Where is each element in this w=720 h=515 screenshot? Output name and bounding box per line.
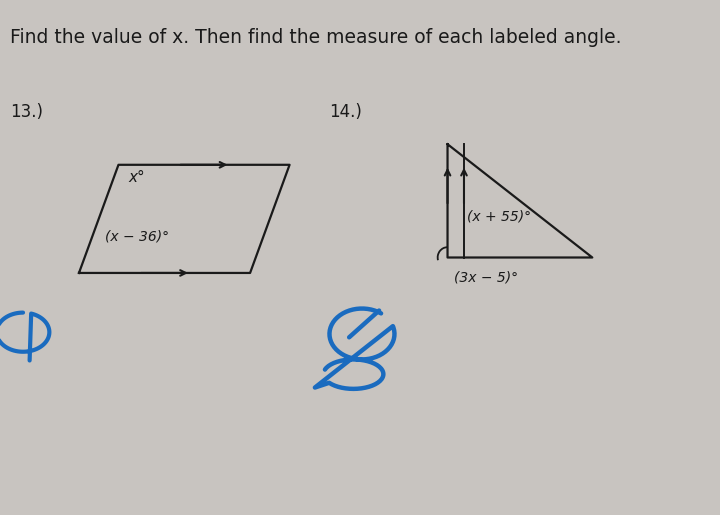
Text: x°: x° — [128, 170, 145, 185]
Text: (x + 55)°: (x + 55)° — [467, 209, 531, 224]
Text: 13.): 13.) — [10, 103, 43, 121]
Text: (x − 36)°: (x − 36)° — [105, 229, 169, 243]
Text: Find the value of x. Then find the measure of each labeled angle.: Find the value of x. Then find the measu… — [10, 28, 621, 47]
Text: (3x − 5)°: (3x − 5)° — [454, 270, 518, 284]
Text: 14.): 14.) — [329, 103, 362, 121]
